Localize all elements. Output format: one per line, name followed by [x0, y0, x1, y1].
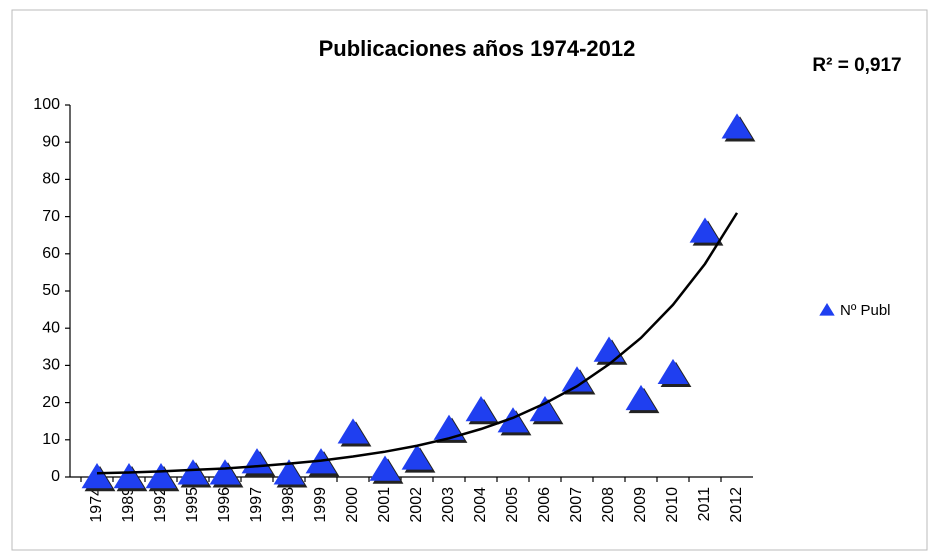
data-point [625, 384, 657, 411]
y-tick-label: 100 [33, 96, 60, 113]
data-point [337, 418, 369, 444]
x-tick-label: 2002 [408, 487, 425, 523]
r-squared: R² = 0,917 [812, 55, 901, 76]
x-tick-label: 1999 [312, 487, 329, 523]
legend-marker [819, 303, 835, 316]
y-tick-label: 10 [42, 431, 60, 448]
x-tick-label: 2011 [696, 487, 713, 522]
x-tick-label: 1997 [248, 487, 265, 523]
legend-label: Nº Publ [840, 302, 891, 319]
data-point [721, 113, 753, 139]
y-tick-label: 80 [42, 171, 60, 188]
x-tick-label: 2003 [440, 487, 457, 523]
chart-title: Publicaciones años 1974-2012 [319, 36, 636, 61]
data-point [561, 366, 593, 392]
data-point [497, 407, 529, 433]
x-tick-label: 2007 [568, 487, 585, 523]
x-tick-label: 2009 [632, 487, 649, 523]
x-tick-label: 1974 [88, 487, 105, 523]
x-tick-label: 2008 [600, 487, 617, 523]
x-tick-label: 1992 [152, 487, 169, 523]
data-point [529, 396, 561, 422]
data-point [433, 414, 465, 440]
data-point [657, 358, 689, 385]
data-point [81, 463, 113, 489]
y-tick-label: 60 [42, 245, 60, 262]
x-tick-label: 1996 [216, 487, 233, 523]
data-point [273, 459, 305, 485]
y-tick-label: 70 [42, 208, 60, 225]
data-point [113, 463, 145, 489]
x-tick-label: 2005 [504, 487, 521, 523]
data-point [593, 336, 625, 362]
y-tick-label: 20 [42, 394, 60, 411]
data-point [401, 444, 433, 470]
y-tick-label: 0 [51, 468, 60, 485]
data-point [369, 455, 401, 481]
data-point [177, 459, 209, 485]
data-point [465, 396, 497, 422]
x-tick-label: 2001 [376, 487, 393, 523]
data-point [689, 217, 721, 243]
y-tick-label: 50 [42, 282, 60, 299]
y-tick-label: 40 [42, 319, 60, 336]
x-tick-label: 2006 [536, 487, 553, 523]
data-point [209, 459, 241, 485]
x-tick-label: 2012 [728, 487, 745, 523]
chart-frame [11, 9, 928, 551]
y-tick-label: 30 [42, 357, 60, 374]
x-tick-label: 1995 [184, 487, 201, 523]
x-tick-label: 1998 [280, 487, 297, 523]
x-tick-label: 2010 [664, 487, 681, 523]
y-tick-label: 90 [42, 133, 60, 150]
x-tick-label: 2004 [472, 487, 489, 523]
x-tick-label: 2000 [344, 487, 361, 523]
trendline [96, 212, 739, 475]
x-tick-label: 1989 [120, 487, 137, 523]
data-point [145, 463, 177, 489]
